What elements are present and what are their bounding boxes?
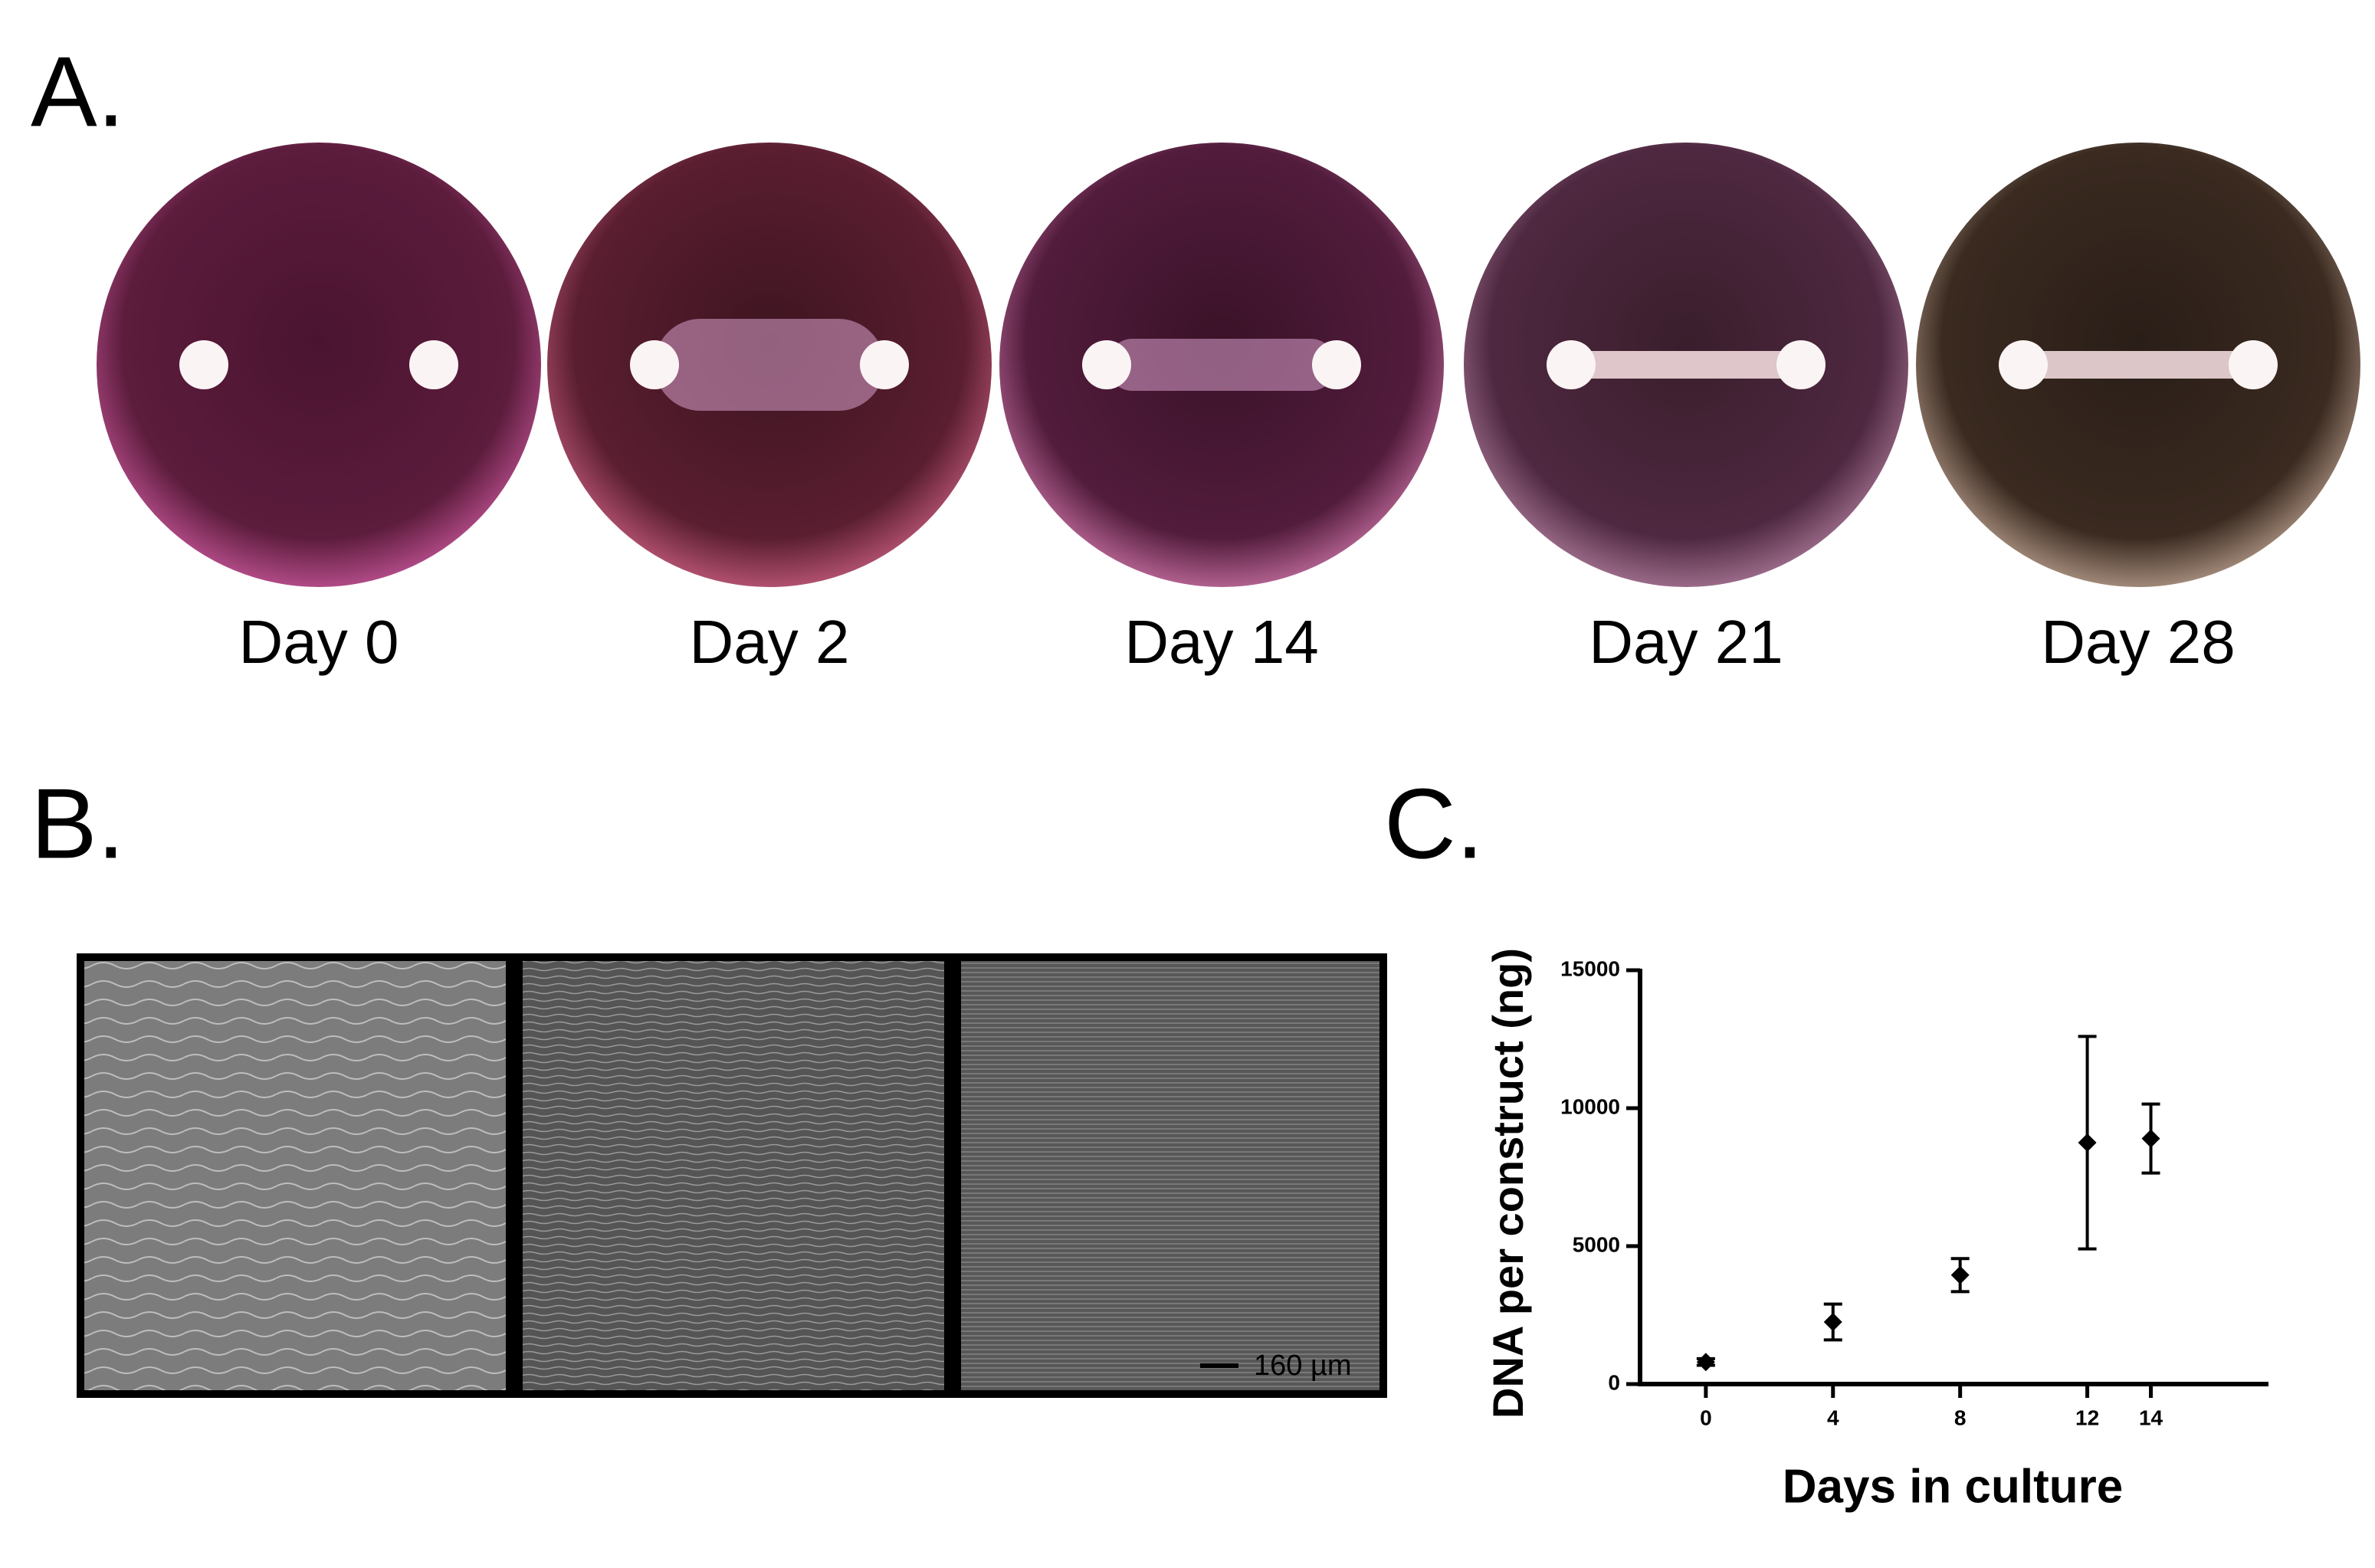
panel-b: B. 160 µm [31, 767, 1387, 1398]
tissue-construct [1107, 339, 1337, 391]
anchor-post [1776, 340, 1826, 389]
anchor-post [1547, 340, 1596, 389]
scale-bar-label: 160 µm [1254, 1350, 1352, 1382]
anchor-post [409, 340, 458, 389]
x-tick-label: 12 [2075, 1406, 2099, 1429]
anchor-post [1999, 340, 2048, 389]
x-axis-label: Days in culture [1783, 1460, 2123, 1513]
x-tick-label: 14 [2139, 1406, 2163, 1429]
panel-c: C. 0 5000 10000 15000 0 4 8 12 14 Days in culture… [1384, 767, 2268, 1513]
data-point [2141, 1129, 2160, 1148]
anchor-post [1082, 340, 1131, 389]
y-tick-label: 0 [1608, 1370, 1620, 1394]
anchor-post [1312, 340, 1361, 389]
day-label: Day 14 [1124, 608, 1318, 676]
panel-label: C. [1384, 767, 1484, 879]
y-tick-label: 5000 [1573, 1232, 1620, 1256]
day-label: Day 28 [2041, 608, 2235, 676]
day-label: Day 0 [239, 608, 399, 676]
anchor-post [179, 340, 228, 389]
tissue-construct [2023, 351, 2253, 379]
anchor-post [630, 340, 679, 389]
x-tick-label: 8 [1954, 1406, 1967, 1429]
panel-label: A. [31, 35, 125, 147]
data-point [1823, 1313, 1842, 1331]
data-point [2078, 1133, 2097, 1152]
day-label: Day 2 [690, 608, 850, 676]
y-tick-label: 15000 [1560, 956, 1620, 980]
data-point [1950, 1265, 1970, 1284]
micrograph [961, 961, 1379, 1390]
tissue-construct [654, 319, 884, 411]
tissue-construct [1571, 351, 1801, 379]
micrograph [523, 961, 944, 1390]
y-tick-label: 10000 [1560, 1094, 1620, 1118]
panel-label: B. [31, 767, 125, 879]
anchor-post [860, 340, 909, 389]
data-point [1696, 1353, 1715, 1372]
day-label: Day 21 [1589, 608, 1783, 676]
petri-dish [97, 143, 541, 587]
panel-a: A. Day 0 Day 2 Day 14 Day 21 Day 28 [31, 35, 2360, 676]
micrograph [84, 961, 506, 1390]
anchor-post [2229, 340, 2278, 389]
y-axis-label: DNA per construct (ng) [1484, 948, 1532, 1419]
x-tick-label: 4 [1827, 1406, 1839, 1429]
x-tick-label: 0 [1700, 1406, 1712, 1429]
